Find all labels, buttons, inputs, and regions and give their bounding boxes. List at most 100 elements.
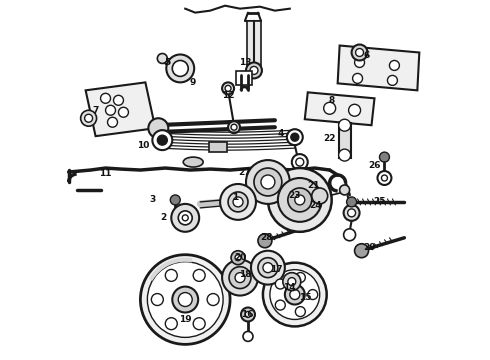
Circle shape: [250, 67, 258, 75]
Text: 29: 29: [363, 243, 376, 252]
Bar: [209, 142, 227, 152]
Text: 1: 1: [232, 193, 238, 202]
Circle shape: [193, 269, 205, 282]
Circle shape: [353, 73, 363, 84]
Circle shape: [295, 307, 305, 316]
Circle shape: [193, 318, 205, 330]
Circle shape: [343, 205, 360, 221]
Circle shape: [258, 258, 278, 278]
Text: 27: 27: [239, 167, 251, 176]
Circle shape: [379, 152, 390, 162]
Circle shape: [151, 293, 163, 306]
Circle shape: [171, 195, 180, 205]
Circle shape: [245, 311, 251, 318]
Circle shape: [148, 118, 168, 138]
Polygon shape: [86, 82, 155, 136]
Circle shape: [343, 229, 356, 241]
Circle shape: [382, 175, 388, 181]
Text: 8: 8: [328, 96, 335, 105]
Text: 19: 19: [179, 315, 192, 324]
Text: 12: 12: [222, 91, 234, 100]
Circle shape: [141, 255, 230, 345]
Text: 24: 24: [309, 201, 322, 210]
Ellipse shape: [183, 157, 203, 167]
Text: 21: 21: [308, 181, 320, 190]
Circle shape: [220, 184, 256, 220]
Circle shape: [105, 105, 116, 115]
Text: 9: 9: [189, 78, 196, 87]
Circle shape: [228, 121, 240, 133]
Circle shape: [278, 178, 322, 222]
Circle shape: [85, 114, 93, 122]
Circle shape: [288, 278, 296, 285]
Circle shape: [292, 154, 308, 170]
Circle shape: [246, 160, 290, 204]
Circle shape: [261, 175, 275, 189]
Circle shape: [178, 293, 192, 306]
Text: 5: 5: [164, 58, 171, 67]
Text: 28: 28: [261, 233, 273, 242]
Circle shape: [166, 54, 194, 82]
Circle shape: [172, 60, 188, 76]
Circle shape: [157, 135, 167, 145]
Circle shape: [119, 107, 128, 117]
Bar: [247, 21, 261, 71]
Circle shape: [114, 95, 123, 105]
Circle shape: [225, 85, 231, 91]
Circle shape: [251, 251, 285, 285]
Circle shape: [287, 129, 303, 145]
Circle shape: [222, 260, 258, 296]
Circle shape: [275, 300, 285, 310]
Circle shape: [178, 211, 192, 225]
Circle shape: [296, 158, 304, 166]
Text: 26: 26: [368, 161, 381, 170]
Circle shape: [347, 209, 356, 217]
Text: 23: 23: [289, 192, 301, 201]
Circle shape: [291, 133, 299, 141]
Circle shape: [228, 192, 248, 212]
Circle shape: [81, 110, 97, 126]
Circle shape: [147, 262, 223, 337]
Text: 11: 11: [99, 168, 112, 177]
Circle shape: [231, 251, 245, 265]
Circle shape: [235, 273, 245, 283]
Text: 14: 14: [284, 283, 296, 292]
Circle shape: [263, 263, 327, 327]
Circle shape: [356, 49, 364, 57]
Circle shape: [312, 188, 328, 204]
Text: 13: 13: [239, 58, 251, 67]
Text: 16: 16: [241, 310, 253, 319]
Circle shape: [290, 289, 300, 300]
Circle shape: [339, 119, 350, 131]
Circle shape: [270, 270, 319, 319]
Circle shape: [340, 185, 349, 195]
Bar: [339, 123, 350, 158]
Circle shape: [339, 149, 350, 161]
Circle shape: [165, 269, 177, 282]
Circle shape: [288, 188, 312, 212]
Circle shape: [165, 318, 177, 330]
Circle shape: [388, 75, 397, 85]
Circle shape: [235, 255, 241, 261]
Circle shape: [258, 234, 272, 248]
Text: 2: 2: [160, 213, 167, 222]
Circle shape: [172, 204, 199, 232]
Circle shape: [355, 58, 365, 67]
Circle shape: [308, 289, 318, 300]
Text: 17: 17: [270, 265, 282, 274]
Text: 22: 22: [323, 134, 336, 143]
Polygon shape: [305, 92, 374, 125]
Circle shape: [285, 285, 305, 305]
Circle shape: [254, 168, 282, 196]
Circle shape: [107, 117, 118, 127]
Circle shape: [100, 93, 111, 103]
Circle shape: [207, 293, 219, 306]
Circle shape: [157, 54, 167, 63]
Text: 18: 18: [239, 270, 251, 279]
Text: 3: 3: [149, 195, 155, 204]
Circle shape: [241, 307, 255, 321]
Circle shape: [324, 102, 336, 114]
Circle shape: [377, 171, 392, 185]
Text: 6: 6: [364, 51, 369, 60]
Circle shape: [275, 279, 285, 289]
